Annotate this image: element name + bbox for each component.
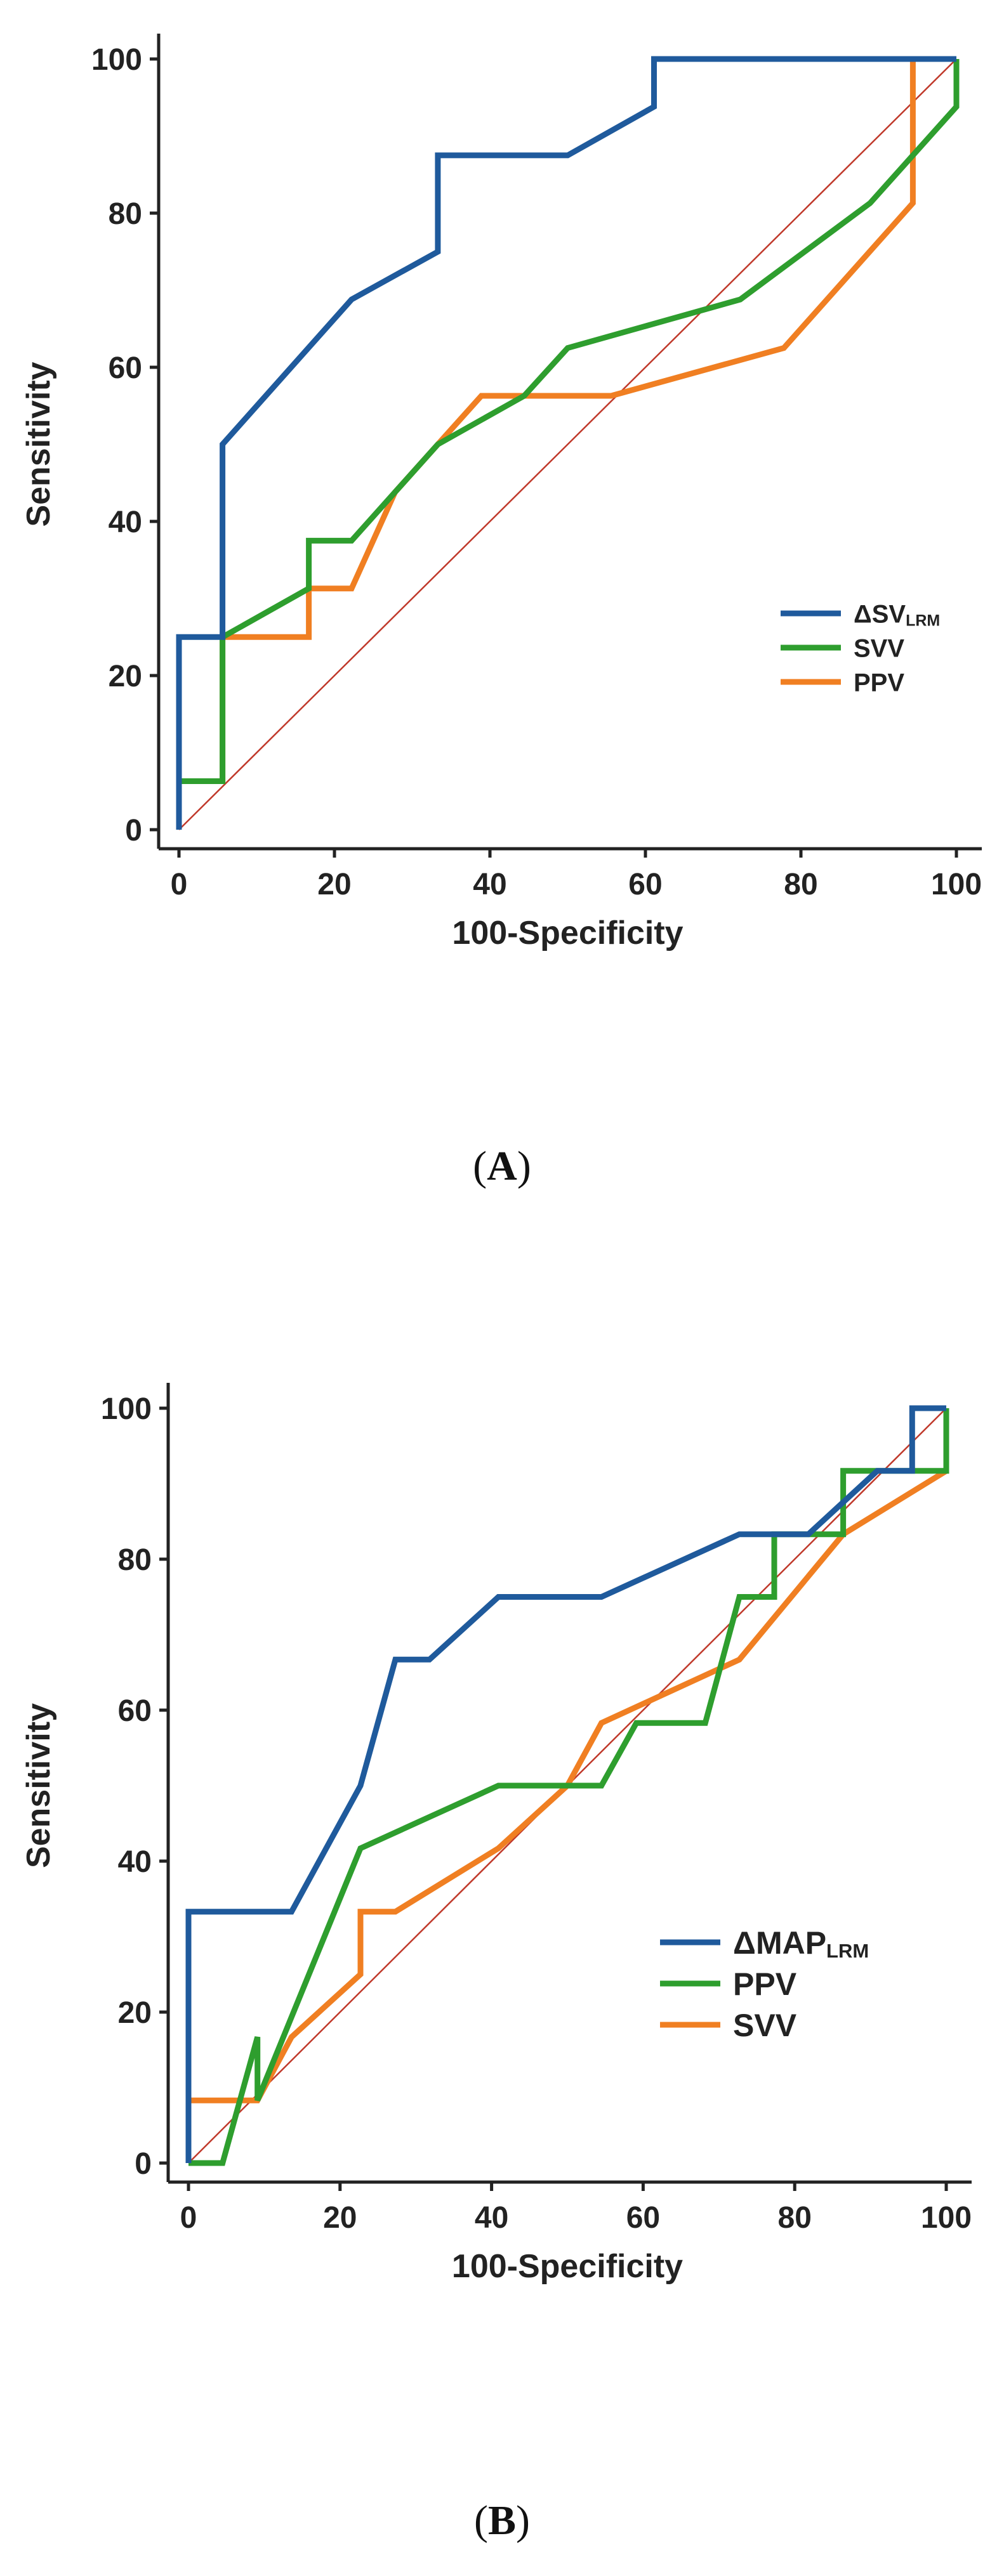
roc-chart-b: 0 20 40 60 80 100 0 20 40 60 80 100 100-Specificity S…: [20, 1383, 972, 2544]
x-axis-title: 100-Specificity: [452, 915, 683, 951]
legend-label: ΔMAPLRM: [733, 1925, 869, 1962]
x-tick-label: 0: [180, 2201, 197, 2235]
reference-line: [178, 58, 957, 830]
legend-label: SVV: [854, 634, 904, 662]
x-tick-label: 100: [931, 868, 982, 901]
y-tick-label: 80: [109, 197, 142, 231]
legend-label: ΔSVLRM: [854, 600, 940, 629]
legend-label: SVV: [733, 2008, 797, 2043]
y-tick-label: 60: [118, 1694, 152, 1728]
panel-label: (B): [474, 2497, 530, 2544]
roc-chart-a: 0 20 40 60 80 100 0 20 40 60 80 100 100-Specificity S…: [20, 34, 982, 1189]
series-line-sv: [176, 56, 956, 830]
x-tick-label: 20: [317, 868, 351, 901]
x-tick-label: 0: [171, 868, 188, 901]
y-tick-label: 60: [109, 351, 142, 385]
x-tick-label: 80: [784, 868, 817, 901]
y-tick-label: 40: [109, 506, 142, 539]
x-tick-label: 20: [323, 2201, 357, 2235]
x-tick-label: 40: [475, 2201, 508, 2235]
x-axis-title: 100-Specificity: [452, 2248, 683, 2285]
y-tick-label: 100: [91, 43, 142, 77]
y-tick-label: 0: [135, 2147, 152, 2181]
y-tick-label: 80: [118, 1543, 152, 1577]
y-tick-label: 0: [125, 814, 142, 847]
y-tick-label: 20: [118, 1996, 152, 2030]
y-axis-title: Sensitivity: [20, 1703, 57, 1868]
series-line-svv: [176, 59, 960, 830]
x-tick-label: 80: [778, 2201, 812, 2235]
series-line-map: [185, 1405, 946, 2163]
y-tick-label: 20: [109, 660, 142, 693]
x-tick-label: 60: [626, 2201, 660, 2235]
x-tick-label: 60: [628, 868, 662, 901]
y-tick-label: 100: [101, 1392, 152, 1426]
x-tick-label: 100: [921, 2201, 972, 2235]
panel-label: (A): [473, 1143, 531, 1189]
y-axis-title: Sensitivity: [20, 362, 57, 526]
y-tick-label: 40: [118, 1845, 152, 1879]
legend-label: PPV: [854, 669, 904, 696]
legend-label: PPV: [733, 1966, 797, 2002]
x-tick-label: 40: [473, 868, 506, 901]
